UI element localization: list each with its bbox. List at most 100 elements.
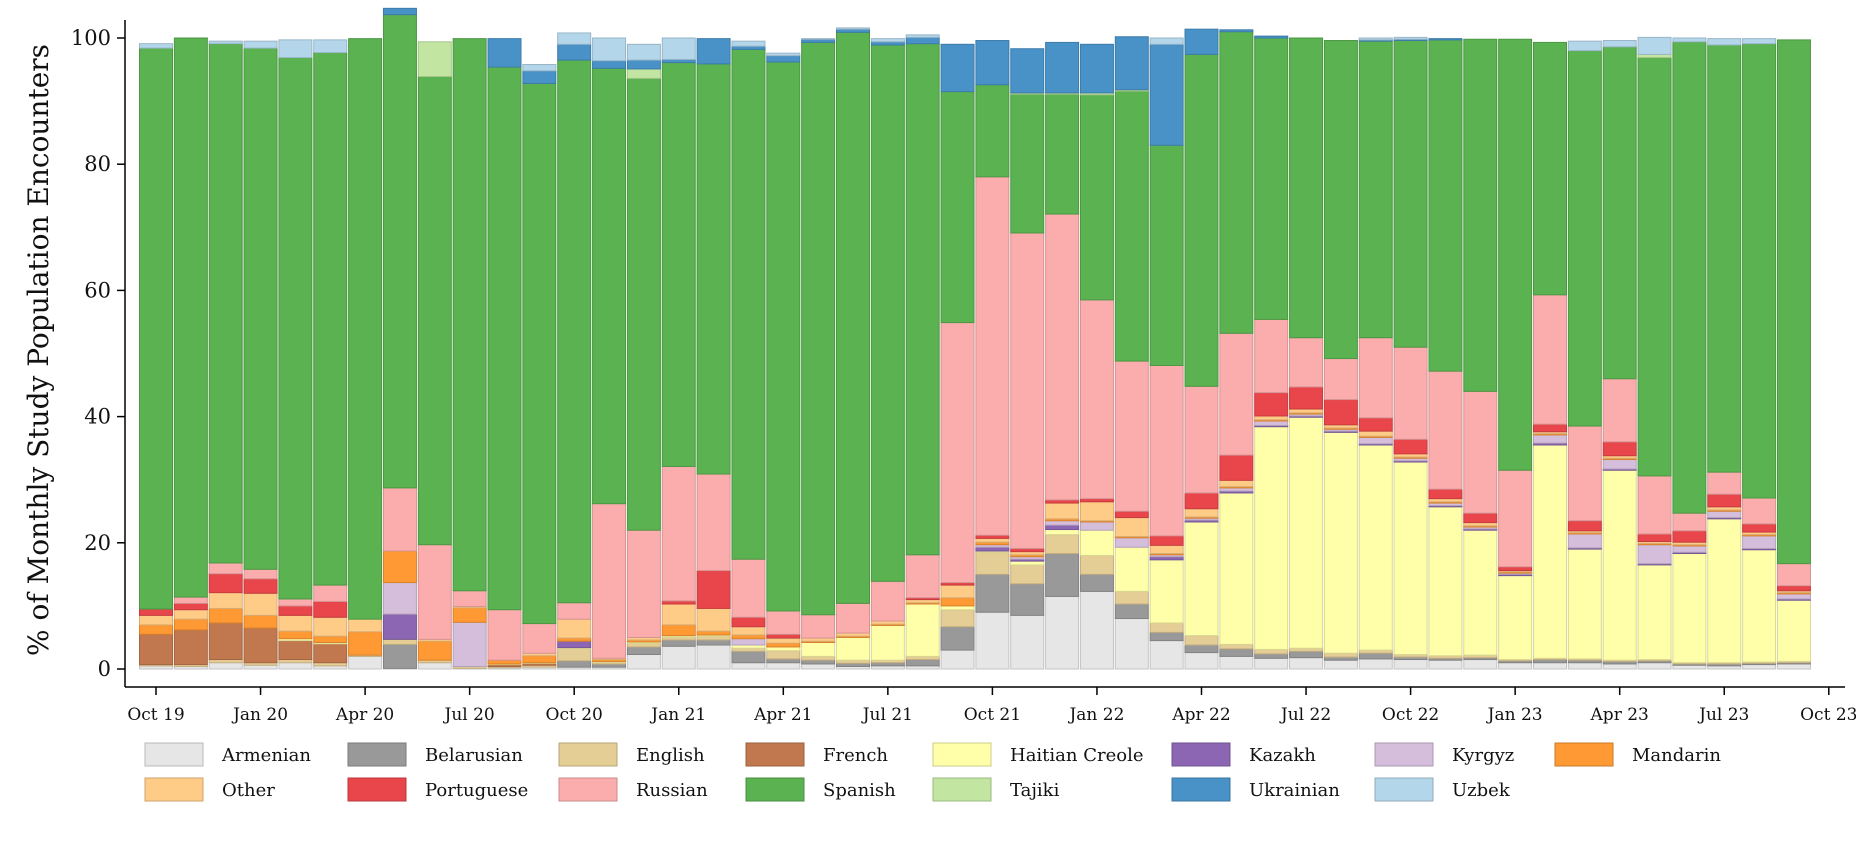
bar-segment-armenian-2022-03 xyxy=(1149,640,1184,670)
bar-segment-portuguese-2020-01 xyxy=(243,578,278,594)
bar-segment-portuguese-2022-08 xyxy=(1323,399,1358,426)
bar-segment-armenian-2021-12 xyxy=(1045,595,1080,670)
bar-segment-armenian-2021-01 xyxy=(661,645,696,670)
bar-segment-russian-2021-06 xyxy=(836,602,870,634)
legend-label: Uzbek xyxy=(1452,780,1511,801)
bar-segment-belarusian-2020-12 xyxy=(626,646,661,655)
bar-segment-spanish-2022-12 xyxy=(1463,38,1498,392)
bar-segment-uzbek-2021-08 xyxy=(905,34,940,38)
bar-segment-portuguese-2022-04 xyxy=(1184,492,1219,510)
bar-segment-uzbek-2022-10 xyxy=(1393,36,1428,40)
legend-item-portuguese: Portuguese xyxy=(347,777,528,802)
bar-segment-ukrainian-2021-12 xyxy=(1045,41,1080,94)
legend-label: Portuguese xyxy=(425,780,528,801)
bar-segment-spanish-2022-08 xyxy=(1323,40,1358,360)
bar-segment-kyrgyz-2020-05 xyxy=(382,582,417,615)
legend-item-mandarin: Mandarin xyxy=(1554,742,1721,767)
bar-segment-russian-2020-12 xyxy=(626,529,661,638)
bar-segment-armenian-2022-12 xyxy=(1463,659,1498,670)
bar-segment-portuguese-2019-12 xyxy=(208,573,243,594)
bar-segment-spanish-2021-08 xyxy=(905,43,940,556)
bar-segment-mandarin-2019-12 xyxy=(208,607,243,624)
bar-segment-kyrgyz-2021-03 xyxy=(731,638,766,646)
x-tick-label-2021-01: Jan 21 xyxy=(649,705,706,725)
legend-label: Tajiki xyxy=(1010,780,1060,801)
bar-segment-haitian-creole-2022-10 xyxy=(1393,461,1428,655)
legend-swatch xyxy=(347,742,407,767)
bar-segment-russian-2021-01 xyxy=(661,465,696,602)
bar-segment-armenian-2023-06 xyxy=(1672,664,1707,670)
legend-swatch xyxy=(144,777,204,802)
bar-segment-spanish-2020-02 xyxy=(278,57,313,600)
bar-segment-russian-2020-02 xyxy=(278,598,313,607)
y-tick-label-60: 60 xyxy=(84,278,111,302)
bar-segment-russian-2022-01 xyxy=(1079,299,1114,500)
bar-segment-spanish-2020-12 xyxy=(626,77,661,531)
bar-segment-kyrgyz-2023-03 xyxy=(1567,533,1602,549)
x-tick-label-2021-10: Oct 21 xyxy=(964,705,1021,725)
y-tick-label-40: 40 xyxy=(84,405,111,429)
bar-segment-portuguese-2022-05 xyxy=(1219,454,1254,481)
bar-segment-uzbek-2020-12 xyxy=(626,43,661,61)
legend-item-russian: Russian xyxy=(558,777,708,802)
bar-segment-kazakh-2020-10 xyxy=(557,640,592,649)
x-tick-label-2020-04: Apr 20 xyxy=(335,705,394,725)
bar-segment-spanish-2022-05 xyxy=(1219,31,1254,334)
bar-segment-kyrgyz-2023-05 xyxy=(1637,544,1672,565)
bar-segment-other-2022-07 xyxy=(1289,408,1324,414)
bar-segment-russian-2021-10 xyxy=(975,176,1010,536)
bar-segment-english-2020-12 xyxy=(626,642,661,648)
x-tick-label-2019-10: Oct 19 xyxy=(127,705,184,725)
bar-segment-armenian-2022-01 xyxy=(1079,590,1114,670)
bar-segment-russian-2020-09 xyxy=(522,623,557,654)
legend-label: Kyrgyz xyxy=(1452,745,1514,766)
x-tick-label-2021-04: Apr 21 xyxy=(753,705,812,725)
bar-segment-haitian-creole-2022-11 xyxy=(1428,506,1463,657)
bar-segment-russian-2019-11 xyxy=(173,596,208,604)
bar-segment-mandarin-2020-08 xyxy=(487,659,522,665)
bar-segment-mandarin-2020-07 xyxy=(452,607,487,623)
bar-segment-russian-2022-12 xyxy=(1463,390,1498,514)
bar-segment-english-2022-08 xyxy=(1323,652,1358,658)
bar-segment-haitian-creole-2021-09 xyxy=(940,605,975,611)
bar-segment-spanish-2022-11 xyxy=(1428,39,1463,372)
bar-segment-portuguese-2022-12 xyxy=(1463,512,1498,524)
bar-segment-uzbek-2023-04 xyxy=(1602,40,1637,48)
bar-segment-belarusian-2021-10 xyxy=(975,573,1010,613)
bar-segment-english-2022-03 xyxy=(1149,622,1184,633)
bar-segment-ukrainian-2021-09 xyxy=(940,43,975,93)
bar-segment-russian-2020-06 xyxy=(417,544,452,640)
bar-segment-portuguese-2021-03 xyxy=(731,616,766,628)
bar-segment-russian-2023-08 xyxy=(1742,497,1777,525)
bar-segment-spanish-2021-11 xyxy=(1010,93,1045,234)
bar-segment-other-2022-09 xyxy=(1358,430,1393,437)
legend-label: Haitian Creole xyxy=(1010,745,1144,766)
legend-swatch xyxy=(932,777,992,802)
bar-segment-spanish-2020-07 xyxy=(452,38,487,592)
bar-segment-portuguese-2022-02 xyxy=(1114,510,1149,519)
bar-segment-ukrainian-2022-11 xyxy=(1428,38,1463,41)
bar-segment-spanish-2023-09 xyxy=(1776,39,1811,565)
x-tick-label-2020-07: Jul 20 xyxy=(443,705,495,725)
bar-segment-haitian-creole-2021-11 xyxy=(1010,560,1045,566)
bar-segment-armenian-2022-09 xyxy=(1358,658,1393,670)
legend-label: Spanish xyxy=(823,780,896,801)
bar-segment-belarusian-2021-08 xyxy=(905,659,940,667)
axes-layer xyxy=(124,20,1845,688)
bar-segment-armenian-2022-10 xyxy=(1393,659,1428,670)
bar-segment-spanish-2020-09 xyxy=(522,82,557,625)
bar-segment-haitian-creole-2021-04 xyxy=(766,646,801,652)
legend-item-belarusian: Belarusian xyxy=(347,742,523,767)
bar-segment-belarusian-2022-06 xyxy=(1254,653,1289,659)
bar-segment-spanish-2019-12 xyxy=(208,43,243,564)
legend-swatch xyxy=(745,742,805,767)
bar-segment-russian-2022-10 xyxy=(1393,346,1428,440)
bar-segment-armenian-2022-11 xyxy=(1428,659,1463,670)
bar-segment-uzbek-2022-03 xyxy=(1149,37,1184,45)
bar-segment-english-2021-09 xyxy=(940,609,975,628)
bar-segment-kyrgyz-2022-06 xyxy=(1254,420,1289,426)
bar-segment-portuguese-2019-10 xyxy=(139,608,173,616)
bar-segment-portuguese-2023-04 xyxy=(1602,441,1637,457)
bar-segment-uzbek-2020-02 xyxy=(278,39,313,59)
legend-swatch xyxy=(745,777,805,802)
